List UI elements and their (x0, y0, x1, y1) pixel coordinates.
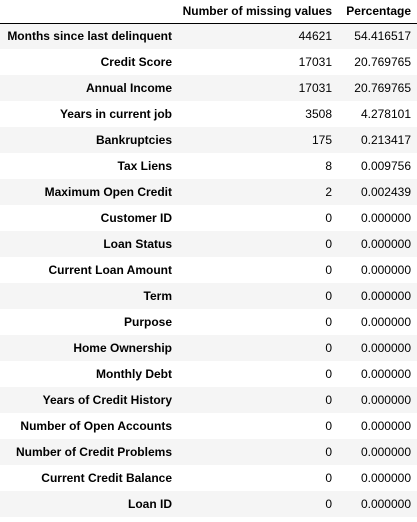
percentage-cell: 0.000000 (360, 445, 411, 459)
table-row: Term 0 0.000000 (0, 283, 417, 309)
table-row: Maximum Open Credit 2 0.002439 (0, 179, 417, 205)
table-row: Customer ID 0 0.000000 (0, 205, 417, 231)
percentage-cell: 0.000000 (360, 393, 411, 407)
table-row: Years of Credit History 0 0.000000 (0, 387, 417, 413)
table-row: Home Ownership 0 0.000000 (0, 335, 417, 361)
table-row: Purpose 0 0.000000 (0, 309, 417, 335)
table-row: Current Credit Balance 0 0.000000 (0, 465, 417, 491)
percentage-cell: 0.009756 (360, 159, 411, 173)
missing-count-cell: 44621 (298, 29, 332, 44)
missing-count-cell: 17031 (298, 81, 332, 95)
header-index (0, 0, 180, 24)
missing-count-cell: 0 (325, 471, 332, 485)
missing-count-cell: 0 (325, 367, 332, 381)
table-row: Current Loan Amount 0 0.000000 (0, 257, 417, 283)
table-row: Loan Status 0 0.000000 (0, 231, 417, 257)
percentage-cell: 0.213417 (360, 133, 411, 147)
missing-count-cell: 0 (325, 315, 332, 329)
table-row: Bankruptcies 175 0.213417 (0, 127, 417, 153)
percentage-cell: 0.000000 (360, 289, 411, 303)
percentage-cell: 54.416517 (354, 29, 411, 44)
missing-count-cell: 0 (325, 393, 332, 407)
percentage-cell: 0.000000 (360, 367, 411, 381)
table-row: Tax Liens 8 0.009756 (0, 153, 417, 179)
row-index-label: Current Credit Balance (41, 471, 172, 485)
missing-count-cell: 0 (325, 341, 332, 355)
percentage-cell: 0.000000 (360, 315, 411, 329)
table-row: Monthly Debt 0 0.000000 (0, 361, 417, 387)
missing-count-cell: 175 (311, 133, 332, 147)
missing-count-cell: 17031 (298, 55, 332, 69)
row-index-label: Credit Score (100, 55, 172, 69)
missing-count-cell: 0 (325, 289, 332, 303)
row-index-label: Bankruptcies (95, 133, 172, 147)
row-index-label: Loan ID (128, 497, 172, 511)
table-row: Number of Credit Problems 0 0.000000 (0, 439, 417, 465)
table-row: Annual Income 17031 20.769765 (0, 75, 417, 101)
row-index-label: Maximum Open Credit (44, 185, 172, 199)
percentage-cell: 0.002439 (360, 185, 411, 199)
percentage-cell: 0.000000 (360, 341, 411, 355)
percentage-cell: 20.769765 (354, 81, 411, 95)
missing-count-cell: 0 (325, 263, 332, 277)
row-index-label: Number of Credit Problems (15, 445, 172, 459)
missing-count-cell: 0 (325, 419, 332, 433)
table-row: Years in current job 3508 4.278101 (0, 101, 417, 127)
missing-count-cell: 3508 (305, 107, 332, 121)
row-index-label: Purpose (123, 315, 172, 329)
row-index-label: Loan Status (103, 237, 172, 251)
percentage-cell: 0.000000 (360, 497, 411, 511)
missing-count-cell: 0 (325, 211, 332, 225)
missing-count-cell: 8 (325, 159, 332, 173)
percentage-cell: 0.000000 (360, 263, 411, 277)
row-index-label: Current Loan Amount (48, 263, 172, 277)
table-row: Number of Open Accounts 0 0.000000 (0, 413, 417, 439)
row-index-label: Customer ID (100, 211, 172, 225)
row-index-label: Years of Credit History (42, 393, 172, 407)
row-index-label: Annual Income (85, 81, 172, 95)
missing-count-cell: 0 (325, 497, 332, 511)
table-row: Credit Score 17031 20.769765 (0, 49, 417, 75)
row-index-label: Tax Liens (117, 159, 172, 173)
missing-count-cell: 2 (325, 185, 332, 199)
percentage-cell: 0.000000 (360, 211, 411, 225)
row-index-label: Home Ownership (73, 341, 172, 355)
header-percentage: Percentage (338, 0, 417, 24)
row-index-label: Months since last delinquent (7, 29, 172, 44)
percentage-cell: 0.000000 (360, 419, 411, 433)
table-header: Number of missing values Percentage (0, 0, 417, 24)
header-row: Number of missing values Percentage (0, 0, 417, 24)
table-row: Months since last delinquent 44621 54.4165… (0, 23, 417, 49)
percentage-cell: 4.278101 (360, 107, 411, 121)
percentage-cell: 0.000000 (360, 237, 411, 251)
header-missing-values: Number of missing values (180, 0, 338, 24)
row-index-label: Monthly Debt (96, 367, 172, 381)
row-index-label: Years in current job (59, 107, 172, 121)
row-index-label: Number of Open Accounts (20, 419, 172, 433)
table-row: Loan ID 0 0.000000 (0, 491, 417, 517)
missing-count-cell: 0 (325, 237, 332, 251)
percentage-cell: 0.000000 (360, 471, 411, 485)
percentage-cell: 20.769765 (354, 55, 411, 69)
missing-count-cell: 0 (325, 445, 332, 459)
table-body: Months since last delinquent 44621 54.4165… (0, 23, 417, 517)
row-index-label: Term (143, 289, 172, 303)
